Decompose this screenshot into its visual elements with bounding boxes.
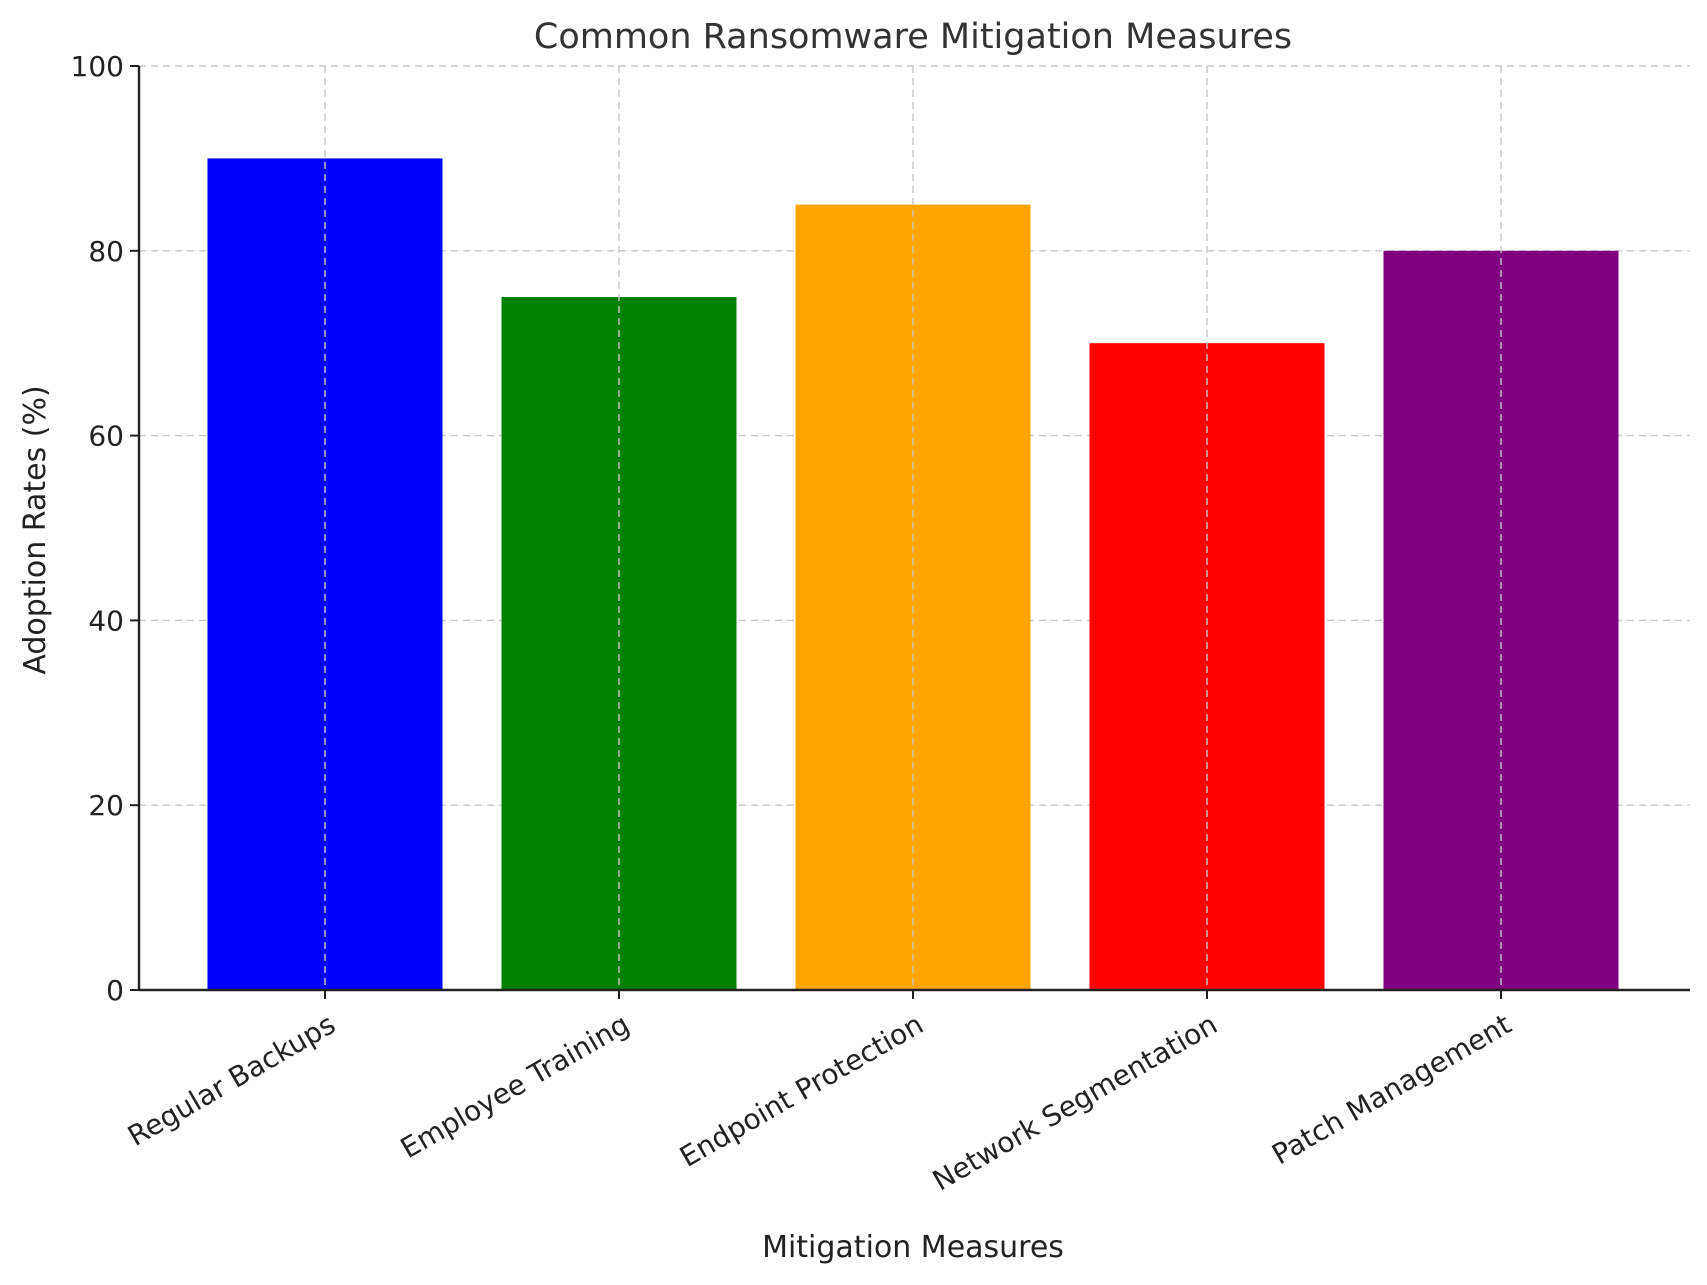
y-tick-label-20: 20 bbox=[88, 789, 124, 822]
y-axis-label: Adoption Rates (%) bbox=[18, 385, 53, 674]
chart-title: Common Ransomware Mitigation Measures bbox=[534, 17, 1292, 57]
y-tick-label-40: 40 bbox=[88, 604, 124, 637]
y-tick-label-100: 100 bbox=[71, 50, 124, 83]
y-tick-label-60: 60 bbox=[88, 420, 124, 453]
vertical-grid bbox=[324, 66, 1502, 990]
y-tick-label-0: 0 bbox=[106, 974, 124, 1007]
y-tick-label-80: 80 bbox=[88, 235, 124, 268]
x-axis-label: Mitigation Measures bbox=[762, 1230, 1064, 1265]
y-axis-ticks: 0 20 40 60 80 100 bbox=[71, 50, 139, 1007]
axes bbox=[137, 66, 1690, 992]
